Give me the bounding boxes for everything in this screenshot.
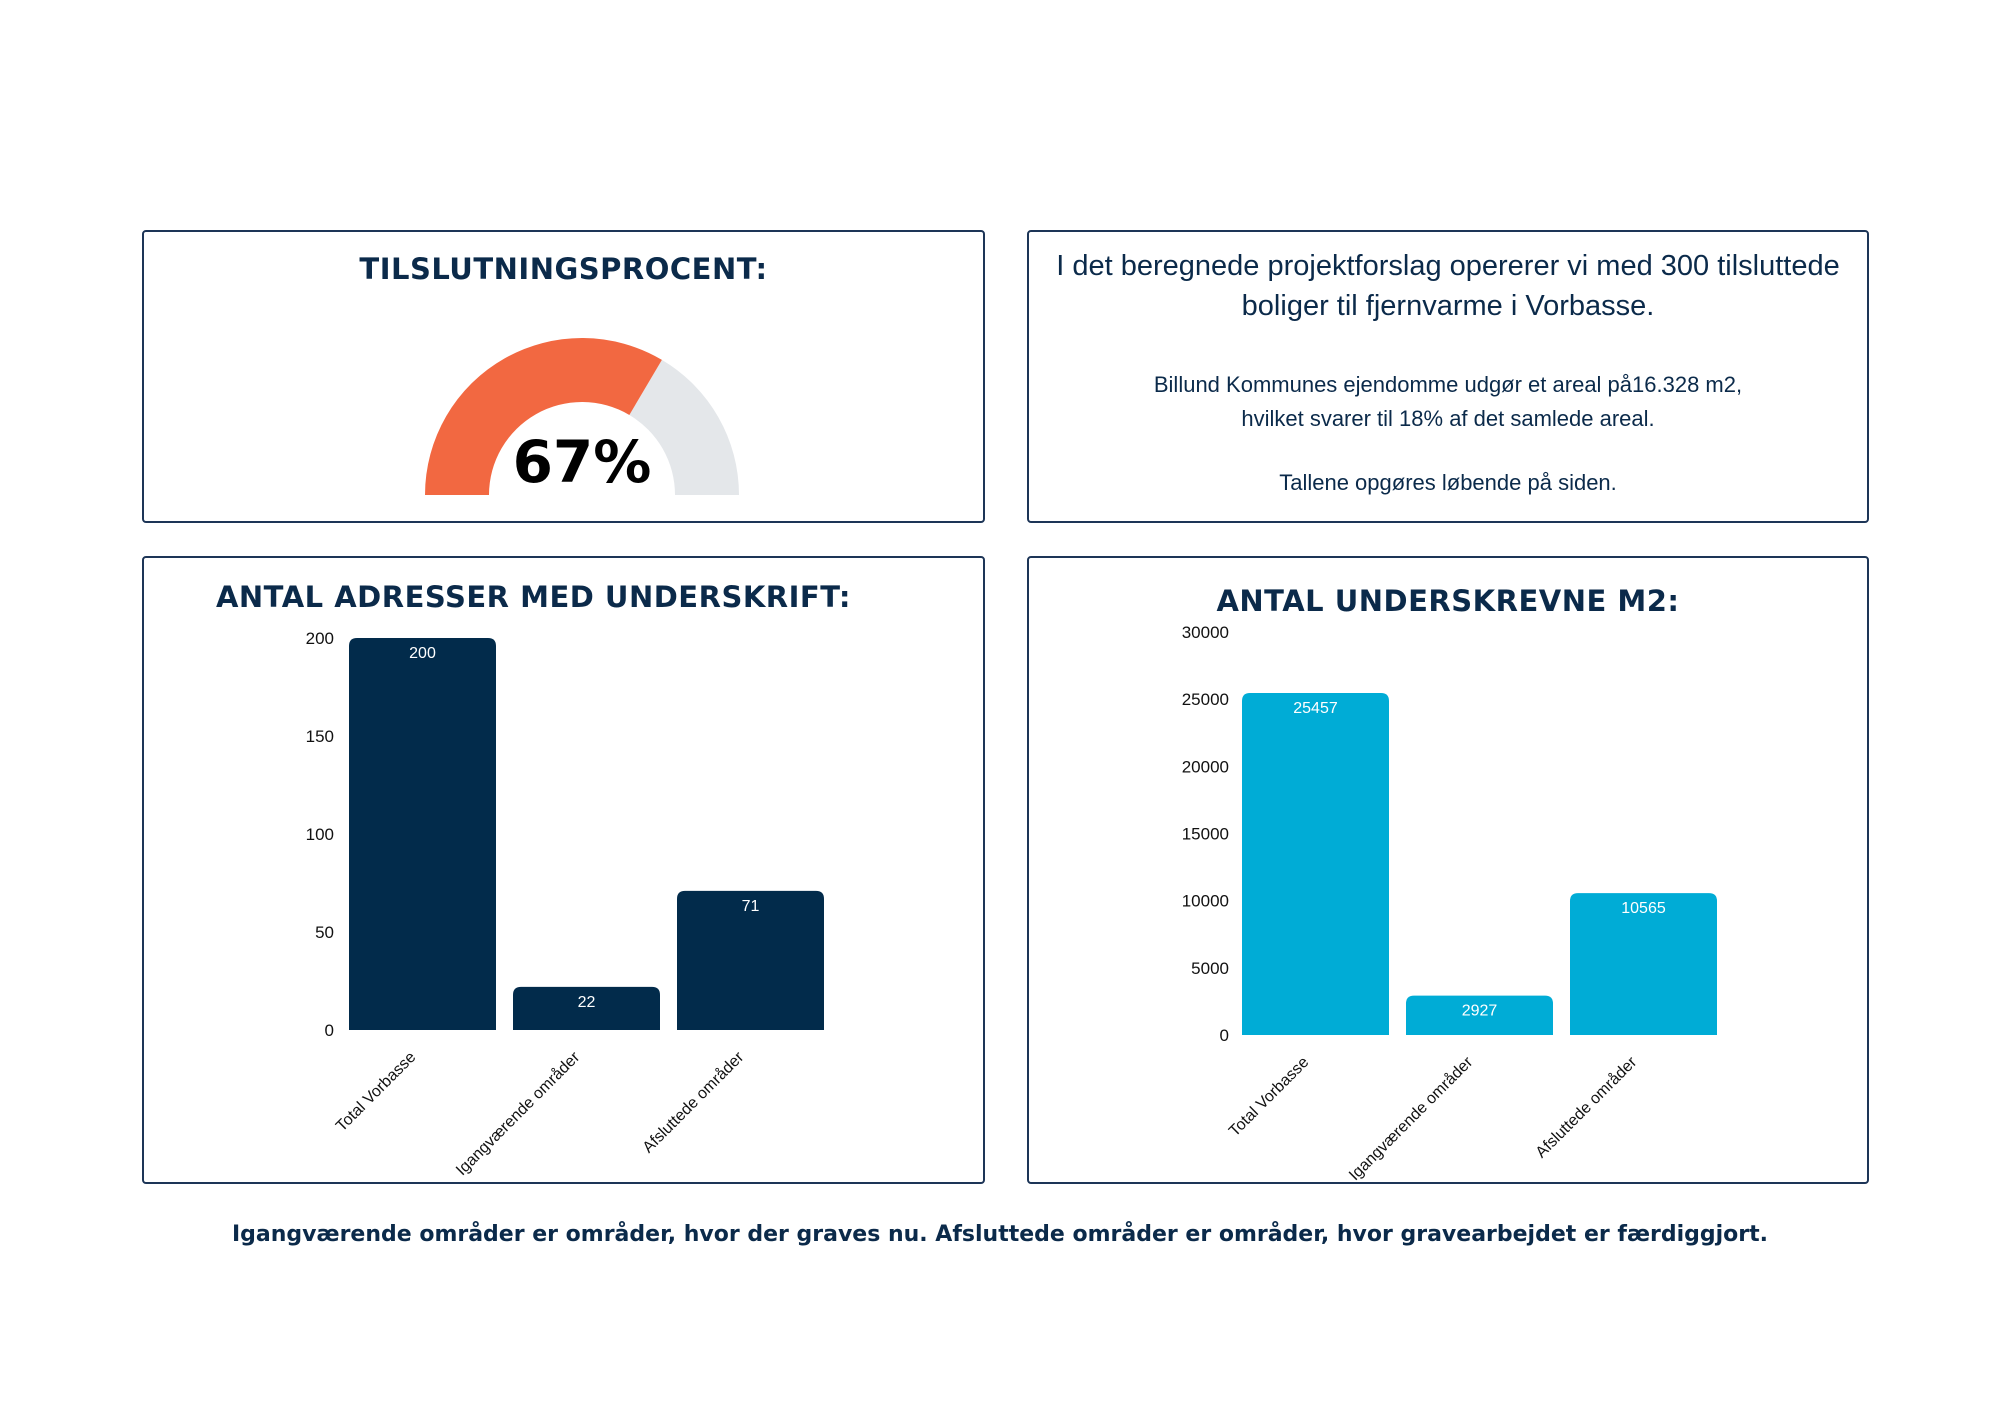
bar	[677, 890, 824, 1030]
bar-value-label: 22	[578, 994, 596, 1011]
gauge-fill	[425, 338, 662, 495]
bar	[1406, 995, 1553, 1035]
y-tick-label: 5000	[1191, 959, 1229, 978]
gauge-title: TILSLUTNINGSPROCENT:	[359, 252, 768, 286]
y-tick-label: 150	[306, 727, 334, 746]
gauge-chart: 67%	[425, 338, 739, 496]
x-category-label: Igangværende områder	[452, 1048, 583, 1179]
y-tick-label: 20000	[1182, 757, 1229, 776]
y-tick-label: 200	[306, 629, 334, 648]
addresses-chart-panel: ANTAL ADRESSER MED UNDERSKRIFT: 0 50 100 15…	[142, 556, 985, 1184]
bar-value-label: 71	[742, 898, 760, 915]
bar-value-label: 25457	[1293, 700, 1338, 717]
m2-bar-chart: 0 5000 10000 15000 20000 25000 30000 25457 Total…	[1182, 623, 1717, 1184]
bar-value-label: 200	[409, 645, 436, 662]
connection-rate-panel: TILSLUTNINGSPROCENT: 67%	[142, 230, 985, 523]
info-area-text: Billund Kommunes ejendomme udgør et area…	[1153, 372, 1743, 397]
x-category-label: Afsluttede områder	[1532, 1053, 1641, 1162]
x-category-label: Afsluttede områder	[639, 1048, 748, 1157]
x-category-label: Total Vorbasse	[333, 1049, 419, 1135]
info-share-text: hvilket svarer til 18% af det samlede ar…	[1241, 406, 1655, 431]
info-update-text: Tallene opgøres løbende på siden.	[1279, 470, 1617, 495]
x-category-label: Igangværende områder	[1345, 1053, 1476, 1184]
addresses-chart-title: ANTAL ADRESSER MED UNDERSKRIFT:	[215, 580, 852, 614]
gauge-value-label: 67%	[513, 428, 652, 496]
bar	[349, 638, 496, 1030]
info-main-text: I det beregnede projektforslag opererer …	[1056, 250, 1840, 322]
y-tick-label: 100	[306, 825, 334, 844]
footnote: Igangværende områder er områder, hvor de…	[231, 1222, 1769, 1247]
bar-value-label: 10565	[1621, 900, 1666, 917]
gauge-track	[629, 359, 739, 495]
y-tick-label: 0	[1220, 1026, 1229, 1045]
bar	[1570, 893, 1717, 1035]
info-panel: I det beregnede projektforslag opererer …	[1027, 230, 1869, 523]
bar	[1242, 693, 1389, 1035]
y-tick-label: 30000	[1182, 623, 1229, 642]
y-tick-label: 25000	[1182, 690, 1229, 709]
y-tick-label: 10000	[1182, 892, 1229, 911]
m2-chart-panel: ANTAL UNDERSKREVNE M2: 0 5000 10000 15000 20…	[1027, 556, 1869, 1184]
addresses-bar-chart: 0 50 100 150 200 200 Total Vorbasse 22 Igangvære…	[306, 629, 824, 1179]
x-category-label: Total Vorbasse	[1226, 1054, 1312, 1140]
y-tick-label: 15000	[1182, 825, 1229, 844]
m2-chart-title: ANTAL UNDERSKREVNE M2:	[1216, 584, 1680, 618]
bar	[513, 986, 660, 1030]
bar-value-label: 2927	[1462, 1003, 1498, 1020]
y-tick-label: 0	[325, 1021, 334, 1040]
y-tick-label: 50	[315, 923, 334, 942]
